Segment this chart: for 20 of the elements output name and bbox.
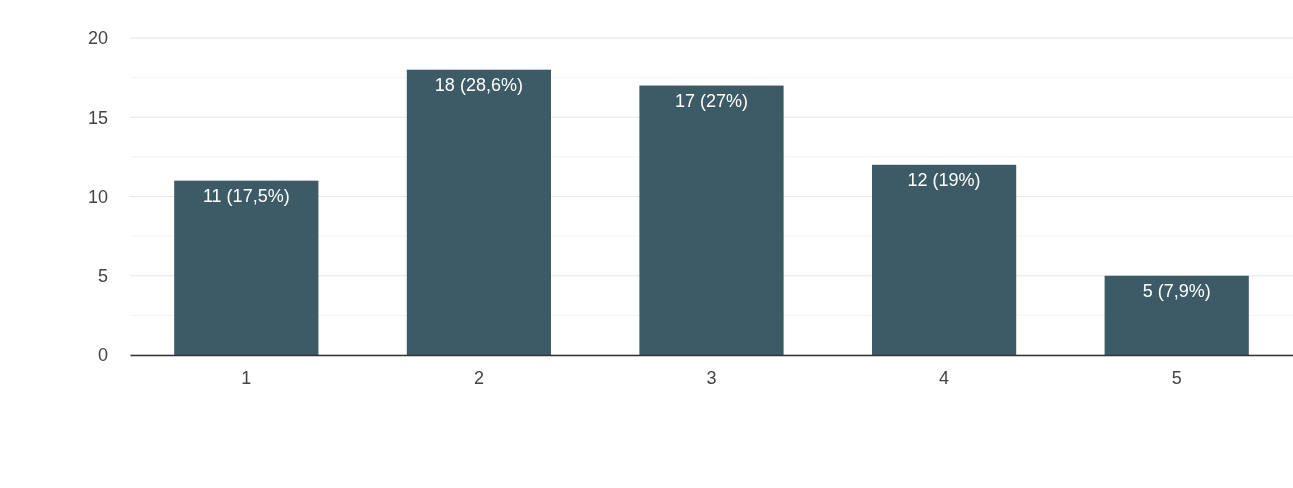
- bar: [406, 69, 552, 355]
- data-label: 11 (17,5%): [202, 185, 290, 206]
- y-tick-label: 20: [87, 28, 108, 49]
- x-tick-label: 3: [706, 367, 717, 388]
- x-tick-label: 4: [939, 367, 950, 388]
- y-tick-label: 0: [97, 345, 108, 366]
- x-tick-label: 1: [241, 367, 252, 388]
- bar: [1104, 275, 1249, 355]
- bar: [871, 164, 1017, 355]
- y-tick-label: 10: [87, 186, 108, 207]
- bar: [174, 180, 319, 355]
- data-label: 17 (27%): [674, 90, 749, 111]
- data-label: 12 (19%): [907, 169, 981, 190]
- x-tick-label: 2: [473, 367, 484, 388]
- data-label: 18 (28,6%): [434, 74, 523, 95]
- data-label: 5 (7,9%): [1142, 280, 1211, 301]
- bar: [639, 85, 784, 355]
- x-tick-label: 5: [1171, 367, 1182, 388]
- y-tick-label: 15: [87, 107, 108, 128]
- y-tick-label: 5: [97, 266, 108, 287]
